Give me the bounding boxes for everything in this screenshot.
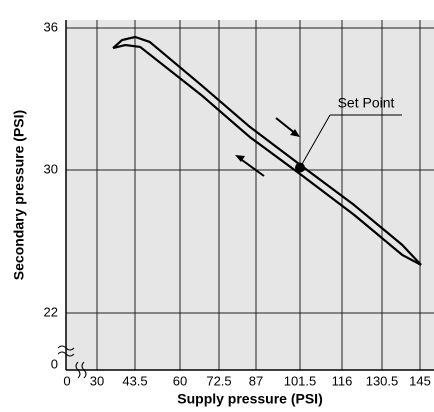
arrowhead <box>290 129 300 137</box>
annotation: Set Point <box>338 95 395 111</box>
x-tick-label: 30 <box>90 373 104 388</box>
x-tick-label: 43.5 <box>122 373 147 388</box>
x-tick-label: 0 <box>63 373 70 388</box>
arrow <box>275 117 297 135</box>
x-axis-title: Supply pressure (PSI) <box>177 391 322 407</box>
x-tick-label: 87 <box>249 373 263 388</box>
series-line <box>112 35 422 266</box>
y-tick-label: 22 <box>44 304 58 319</box>
arrow <box>241 159 265 177</box>
x-tick-label: 130.5 <box>366 373 399 388</box>
y-tick-label: 30 <box>44 161 58 176</box>
y-axis-title: Secondary pressure (PSI) <box>11 110 27 280</box>
x-tick-label: 145 <box>409 373 431 388</box>
x-axis-break <box>75 361 87 379</box>
x-tick-label: 72.5 <box>206 373 231 388</box>
x-tick-label: 101.5 <box>284 373 317 388</box>
x-tick-label: 116 <box>332 373 353 388</box>
y-axis-break <box>57 345 75 357</box>
y-tick-label: 0 <box>51 356 58 371</box>
leader-line <box>299 114 331 168</box>
plot-area <box>66 20 434 370</box>
arrowhead <box>235 155 245 162</box>
x-tick-label: 60 <box>173 373 187 388</box>
series-line <box>112 43 422 266</box>
y-tick-label: 36 <box>44 19 58 34</box>
